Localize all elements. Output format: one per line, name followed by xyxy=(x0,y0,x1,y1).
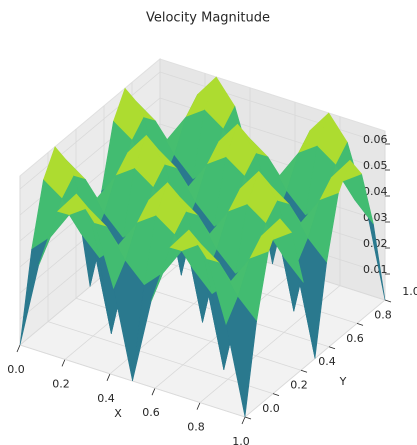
z-tick-label: 0.06 xyxy=(363,133,388,146)
y-tick-label: 0.4 xyxy=(318,355,336,368)
y-tick xyxy=(244,416,252,420)
chart-title: Velocity Magnitude xyxy=(146,11,270,26)
x-tick xyxy=(241,416,246,425)
x-tick xyxy=(196,402,201,410)
z-tick-label: 0.01 xyxy=(363,263,388,276)
y-tick-label: 0.0 xyxy=(262,402,280,415)
y-tick xyxy=(384,299,392,303)
y-tick xyxy=(272,393,280,396)
x-tick xyxy=(61,359,66,367)
y-tick-label: 0.8 xyxy=(374,308,392,321)
x-tick-label: 0.8 xyxy=(187,421,205,434)
y-axis-label: Y xyxy=(339,375,347,388)
x-tick-label: 0.0 xyxy=(7,363,25,376)
x-tick-label: 1.0 xyxy=(232,435,250,445)
x-tick-label: 0.4 xyxy=(97,392,115,405)
surface-patch xyxy=(225,296,257,418)
x-axis-label: X xyxy=(114,407,122,420)
grid-line xyxy=(19,71,161,190)
x-tick xyxy=(151,388,156,396)
y-tick xyxy=(300,369,308,373)
y-tick-label: 0.2 xyxy=(290,379,308,392)
x-tick-label: 0.6 xyxy=(142,406,160,419)
y-tick xyxy=(356,323,364,326)
y-tick-label: 1.0 xyxy=(402,285,417,298)
x-tick xyxy=(106,373,111,381)
x-tick-label: 0.2 xyxy=(52,377,70,390)
x-tick xyxy=(16,344,21,353)
y-tick-label: 0.6 xyxy=(346,332,364,345)
grid-line xyxy=(159,71,386,145)
y-tick xyxy=(328,346,336,350)
grid-line xyxy=(47,321,274,394)
z-tick-label: 0.04 xyxy=(363,185,388,198)
z-tick-label: 0.05 xyxy=(363,159,388,172)
